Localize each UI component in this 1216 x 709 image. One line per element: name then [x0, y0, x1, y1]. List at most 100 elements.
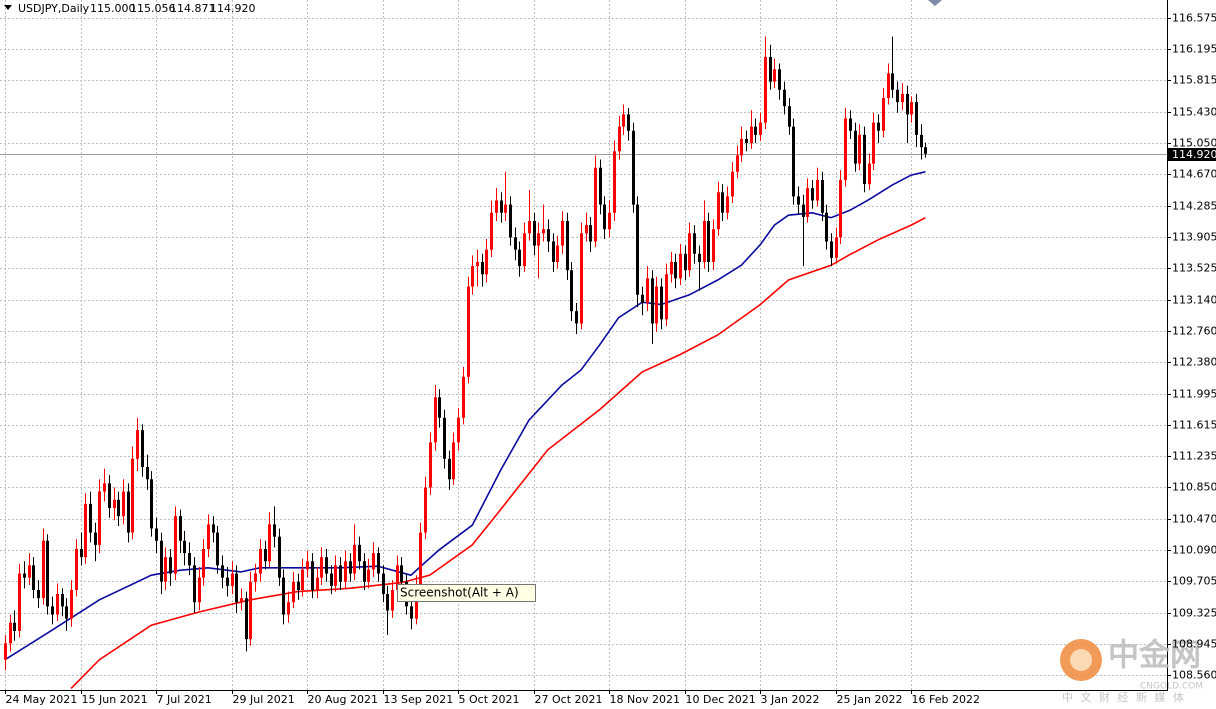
candle-body [778, 69, 781, 90]
candle-body [688, 233, 691, 271]
candle-body [490, 212, 493, 250]
candle-body [552, 241, 555, 262]
y-tick-label: 115.815 [1172, 74, 1216, 87]
candle-body [131, 458, 134, 533]
candle-body [575, 311, 578, 324]
candle-body [240, 598, 243, 603]
screenshot-tooltip: Screenshot(Alt + A) [397, 584, 536, 602]
y-tick-label: 112.760 [1172, 325, 1216, 338]
candle-body [679, 253, 682, 279]
symbol-header: USDJPY,Daily [18, 2, 90, 15]
candle-body [13, 622, 16, 631]
ohlc-label: 114.920 [210, 2, 256, 15]
candle-body [835, 237, 838, 258]
candle-body [316, 577, 319, 590]
candle-body [287, 602, 290, 615]
candle-body [334, 565, 337, 586]
candle-body [821, 179, 824, 213]
candle-body [325, 557, 328, 574]
candle-body [164, 557, 167, 582]
candle-body [254, 573, 257, 582]
candle-body [330, 573, 333, 586]
moving-average-line [4, 171, 926, 661]
candle-body [28, 565, 31, 578]
candle-body [160, 540, 163, 582]
y-tick-label: 111.995 [1172, 388, 1216, 401]
y-tick-label: 114.285 [1172, 200, 1216, 213]
candle-body [740, 138, 743, 156]
candle-body [750, 126, 753, 144]
candle-body [533, 220, 536, 246]
candle-body [202, 548, 205, 578]
candle-body [216, 532, 219, 566]
candle-body [155, 528, 158, 541]
candle-body [773, 69, 776, 82]
y-tick-label: 108.560 [1172, 669, 1216, 682]
candle-body [127, 491, 130, 533]
candle-body [141, 430, 144, 467]
candle-body [231, 573, 234, 586]
y-tick-label: 109.325 [1172, 607, 1216, 620]
ohlc-label: 114.871 [170, 2, 216, 15]
candle-body [297, 581, 300, 590]
candle-body [717, 192, 720, 230]
candle-body [769, 56, 772, 82]
candle-body [56, 594, 59, 615]
candle-body [382, 573, 385, 595]
candle-body [452, 442, 455, 480]
candle-body [344, 561, 347, 582]
candle-body [811, 188, 814, 201]
y-tick-label: 110.850 [1172, 481, 1216, 494]
candle-body [65, 606, 68, 619]
candle-body [419, 532, 422, 586]
candle-body [632, 130, 635, 205]
candle-layer [4, 36, 927, 671]
candle-body [655, 286, 658, 324]
grid-layer [0, 0, 1167, 690]
candle-body [509, 204, 512, 238]
candle-body [282, 577, 285, 615]
candle-body [249, 581, 252, 640]
candle-body [372, 553, 375, 570]
current-price-tag [1168, 148, 1216, 161]
candle-body [627, 114, 630, 131]
candle-body [759, 122, 762, 135]
candle-body [18, 573, 21, 631]
overlay-layer: 114.920 [1168, 148, 1216, 161]
candle-body [764, 56, 767, 123]
x-tick-label: 27 Oct 2021 [535, 693, 603, 706]
chart-shift-marker[interactable] [928, 0, 942, 6]
candle-body [146, 466, 149, 480]
watermark-site: CNGOLD.COM [1140, 682, 1203, 692]
candle-body [693, 233, 696, 254]
candle-body [618, 126, 621, 152]
candle-body [802, 204, 805, 217]
candle-body [816, 179, 819, 201]
candle-body [580, 233, 583, 324]
y-tick-label: 111.615 [1172, 419, 1216, 432]
candle-body [400, 565, 403, 582]
candle-body [783, 89, 786, 107]
candle-body [542, 229, 545, 234]
candle-body [651, 278, 654, 324]
candle-body [136, 430, 139, 459]
candle-body [32, 565, 35, 590]
candle-body [94, 532, 97, 545]
candle-body [424, 487, 427, 533]
candle-body [84, 503, 87, 558]
candle-body [858, 134, 861, 164]
candle-body [797, 196, 800, 205]
candle-body [613, 151, 616, 213]
candle-body [46, 540, 49, 607]
candle-body [514, 237, 517, 250]
candle-body [703, 220, 706, 262]
candle-body [386, 594, 389, 611]
candle-body [245, 598, 248, 640]
candle-body [806, 188, 809, 217]
symbol-menu-arrow[interactable] [4, 5, 12, 10]
